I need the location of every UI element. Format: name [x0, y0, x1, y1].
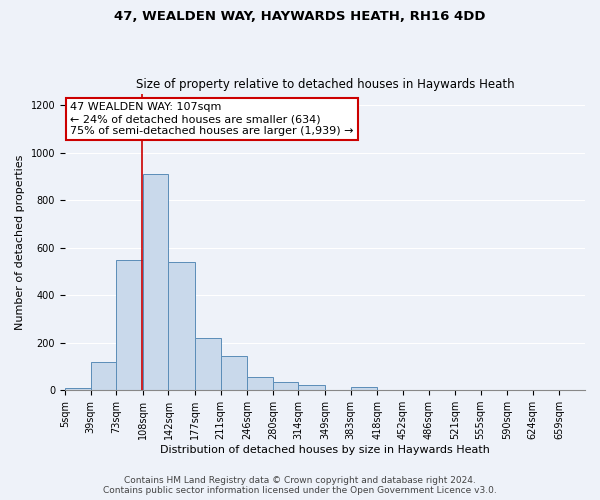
X-axis label: Distribution of detached houses by size in Haywards Heath: Distribution of detached houses by size … — [160, 445, 490, 455]
Title: Size of property relative to detached houses in Haywards Heath: Size of property relative to detached ho… — [136, 78, 514, 91]
Bar — [116, 260, 143, 390]
Bar — [298, 386, 325, 390]
Text: 47 WEALDEN WAY: 107sqm
← 24% of detached houses are smaller (634)
75% of semi-de: 47 WEALDEN WAY: 107sqm ← 24% of detached… — [70, 102, 353, 136]
Bar — [143, 174, 169, 390]
Text: Contains HM Land Registry data © Crown copyright and database right 2024.
Contai: Contains HM Land Registry data © Crown c… — [103, 476, 497, 495]
Bar — [65, 388, 91, 390]
Bar — [195, 338, 221, 390]
Bar — [350, 386, 377, 390]
Y-axis label: Number of detached properties: Number of detached properties — [15, 154, 25, 330]
Bar — [221, 356, 247, 390]
Bar — [247, 377, 273, 390]
Bar — [273, 382, 298, 390]
Bar — [91, 362, 116, 390]
Text: 47, WEALDEN WAY, HAYWARDS HEATH, RH16 4DD: 47, WEALDEN WAY, HAYWARDS HEATH, RH16 4D… — [114, 10, 486, 23]
Bar — [169, 262, 195, 390]
